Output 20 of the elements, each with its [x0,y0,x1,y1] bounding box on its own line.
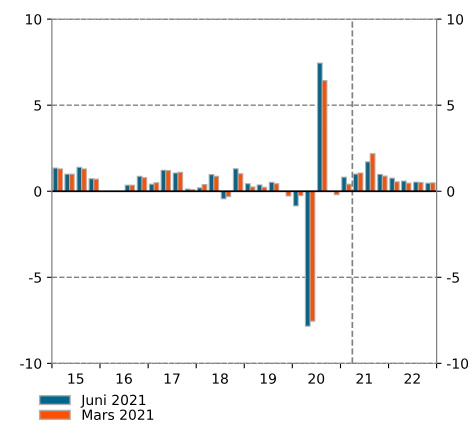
legend-label: Mars 2021 [82,409,154,420]
x-tick-label: 19 [260,373,276,384]
x-tick-label: 16 [116,373,132,384]
y-tick-label: -5 [29,272,41,283]
y-tick-label: 5 [34,100,41,111]
x-tick-label: 22 [404,373,420,384]
y2-tick-label: -10 [447,358,468,369]
x-tick-label: 21 [356,373,372,384]
y2-tick-label: 10 [448,14,464,25]
y2-tick-label: 0 [447,186,454,197]
x-tick-label: 18 [212,373,228,384]
x-tick-label: 15 [68,374,84,384]
y-tick-label: -10 [20,358,42,369]
y-tick-label: 10 [26,14,42,25]
x-tick-label: 20 [308,373,324,384]
y2-tick-label: -5 [447,272,459,283]
x-tick-label: 17 [164,374,180,384]
legend-label: Juni 2021 [80,394,146,408]
y-tick-label: 0 [34,186,42,197]
y2-tick-label: 5 [447,100,454,111]
